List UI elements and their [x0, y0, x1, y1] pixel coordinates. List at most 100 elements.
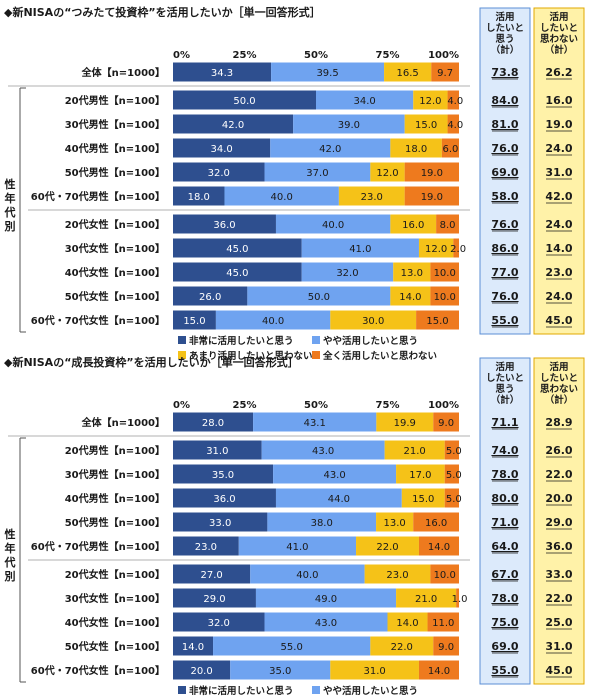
chart-1-bar-segment — [264, 162, 371, 182]
chart-2-data-label: 40.0 — [296, 570, 318, 581]
chart-1-data-label: 10.0 — [434, 268, 456, 279]
chart-1-category-label: 50代男性【n=100】 — [65, 166, 165, 179]
chart-1-bar-segment — [413, 90, 448, 110]
chart-2-sum-negative-value: 22.0 — [545, 592, 572, 605]
chart-1-bar-segment — [301, 262, 394, 282]
chart-2-category-label: 全体【n=1000】 — [81, 416, 165, 429]
chart-2-bar-segment — [173, 660, 231, 680]
chart-1-legend-label: やや活用したいと思う — [323, 335, 418, 347]
chart-2-data-label: 14.0 — [428, 542, 450, 553]
chart-1-bar-segment — [173, 262, 302, 282]
chart-1-data-label: 39.0 — [338, 120, 360, 131]
chart-2-bar-segment — [370, 636, 434, 656]
chart-1-sum-positive-value: 76.0 — [491, 290, 518, 303]
chart-1-data-label: 42.0 — [319, 144, 341, 155]
chart-2-bar-segment — [430, 564, 459, 584]
chart-1-sum-negative-value: 24.0 — [545, 218, 572, 231]
chart-2-category-label: 50代女性【n=100】 — [65, 640, 165, 653]
chart-1-bar-segment — [301, 238, 419, 258]
chart-1-category-label: 40代男性【n=100】 — [65, 142, 165, 155]
chart-1-bar-segment — [447, 90, 459, 110]
chart-1-data-label: 23.0 — [361, 192, 383, 203]
chart-2-bar-segment — [433, 636, 459, 656]
chart-2-data-label: 22.0 — [391, 642, 413, 653]
chart-2-bar-segment — [427, 612, 459, 632]
chart-1-data-label: 4.0 — [447, 96, 463, 107]
chart-1-sum-positive-value: 76.0 — [491, 142, 518, 155]
chart-2-category-label: 60代・70代男性【n=100】 — [31, 540, 165, 553]
chart-2-x-tick-label: 50% — [304, 400, 328, 411]
chart-1-data-label: 50.0 — [233, 96, 255, 107]
chart-2-bar-segment — [173, 412, 254, 432]
chart-1-bar-segment — [418, 238, 454, 258]
chart-2-bar-segment — [376, 512, 414, 532]
chart-2-legend-swatch — [312, 686, 320, 694]
chart-1-bar-segment — [173, 186, 225, 206]
chart-1-data-label: 36.0 — [213, 220, 235, 231]
chart-2-sum-positive-value: 78.0 — [491, 592, 518, 605]
chart-2-sum-positive-value: 55.0 — [491, 664, 518, 677]
chart-1-data-label: 12.0 — [376, 168, 398, 179]
chart-2-bar-segment — [173, 440, 262, 460]
chart-2-category-label: 30代女性【n=100】 — [65, 592, 165, 605]
chart-1-sum-negative-value: 26.2 — [545, 66, 572, 79]
chart-2-bar-segment — [444, 440, 459, 460]
chart-2-data-label: 43.1 — [304, 418, 326, 429]
chart-2-data-label: 21.0 — [404, 446, 426, 457]
chart-1-category-label: 60代・70代男性【n=100】 — [31, 190, 165, 203]
chart-1-sum-negative-value: 24.0 — [545, 142, 572, 155]
chart-2-bar-segment — [330, 660, 419, 680]
chart-1-x-tick-label: 0% — [173, 50, 190, 61]
chart-2-bar-segment — [456, 588, 459, 608]
chart-1-bar-segment — [293, 114, 405, 134]
chart-1-data-label: 45.0 — [226, 244, 248, 255]
chart-1-sum-negative-value: 23.0 — [545, 266, 572, 279]
chart-1-legend-label: あまり活用したいと思わない — [189, 350, 313, 362]
chart-2-bar-segment — [173, 488, 276, 508]
chart-1-legend-label: 全く活用したいと思わない — [322, 350, 437, 362]
chart-1-data-label: 45.0 — [226, 268, 248, 279]
chart-2-sum-negative-value: 28.9 — [545, 416, 572, 429]
chart-1-bar-segment — [441, 138, 459, 158]
chart-2-data-label: 43.0 — [315, 618, 337, 629]
chart-1-data-label: 13.0 — [401, 268, 423, 279]
chart-1-sum-positive-header: 活用したいと思う（計） — [486, 11, 524, 56]
chart-2-sum-negative-value: 45.0 — [545, 664, 572, 677]
chart-2-bar-segment — [384, 440, 445, 460]
chart-2-category-label: 30代男性【n=100】 — [65, 468, 165, 481]
chart-2-data-label: 19.9 — [394, 418, 416, 429]
chart-1-legend-swatch — [312, 351, 320, 359]
chart-1-bar-segment — [431, 62, 459, 82]
chart-1-legend-swatch — [178, 351, 186, 359]
chart-1-sum-positive-value: 84.0 — [491, 94, 518, 107]
chart-2-sum-positive-value: 69.0 — [491, 640, 518, 653]
chart-1-category-label: 30代男性【n=100】 — [65, 118, 165, 131]
chart-2-bar-segment — [255, 588, 397, 608]
chart-1-bar-segment — [215, 310, 331, 330]
chart-1-data-label: 8.0 — [440, 220, 456, 231]
chart-2-x-tick-label: 75% — [376, 400, 400, 411]
chart-1-x-tick-label: 25% — [233, 50, 257, 61]
chart-1-data-label: 34.3 — [211, 68, 233, 79]
chart-1-legend-swatch — [312, 336, 320, 344]
chart-1-data-label: 32.0 — [208, 168, 230, 179]
chart-2-data-label: 17.0 — [409, 470, 431, 481]
chart-1-sum-negative-header: 活用したいと思わない（計） — [540, 11, 578, 56]
chart-2-sum-negative-value: 20.0 — [545, 492, 572, 505]
chart-1-sum-positive-value: 76.0 — [491, 218, 518, 231]
chart-1-data-label: 6.0 — [442, 144, 458, 155]
chart-1-data-label: 26.0 — [199, 292, 221, 303]
chart-1-data-label: 10.0 — [434, 292, 456, 303]
chart-1-sum-positive-value: 69.0 — [491, 166, 518, 179]
chart-1-sum-negative-value: 45.0 — [545, 314, 572, 327]
chart-1-bar-segment — [447, 114, 459, 134]
chart-1-bar-segment — [224, 186, 339, 206]
chart-2-data-label: 33.0 — [209, 518, 231, 529]
chart-2-data-label: 27.0 — [200, 570, 222, 581]
chart-2-data-label: 14.0 — [396, 618, 418, 629]
chart-2-bar-segment — [173, 464, 274, 484]
chart-1-bar-segment — [247, 286, 391, 306]
chart-1-sum-negative-value: 14.0 — [545, 242, 572, 255]
chart-1-data-label: 50.0 — [308, 292, 330, 303]
